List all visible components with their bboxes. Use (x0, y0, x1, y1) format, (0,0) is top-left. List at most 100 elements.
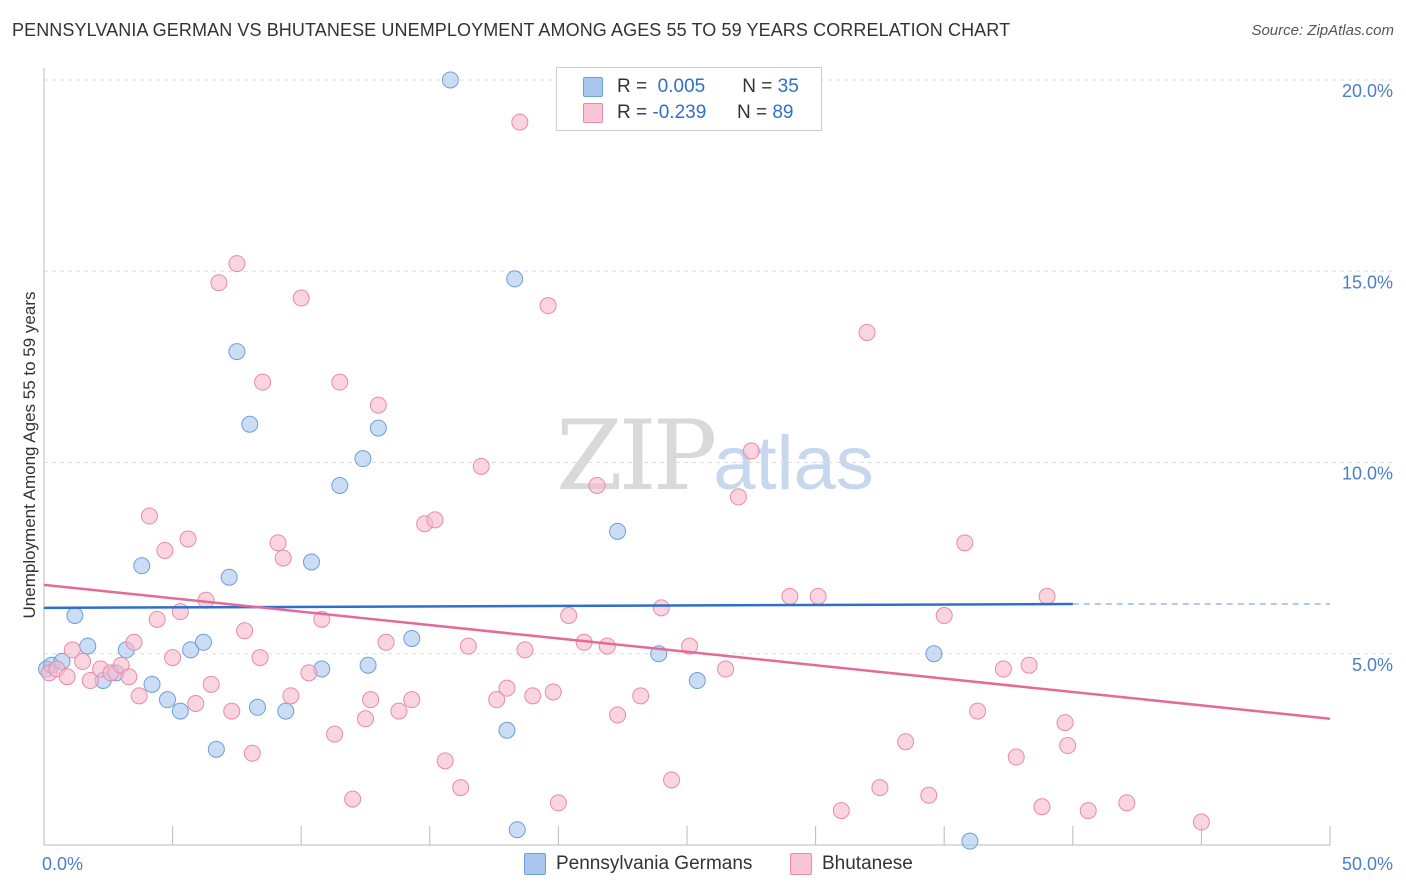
bhutanese-point (524, 687, 542, 705)
bottom-legend-label: Pennsylvania Germans (556, 853, 753, 874)
pennsylvania-germans-point (302, 553, 320, 571)
pennsylvania-germans-point (143, 675, 161, 693)
bhutanese-point (1056, 714, 1074, 732)
pennsylvania-germans-trendline (43, 602, 1073, 610)
pennsylvania-germans-point (331, 476, 349, 494)
bhutanese-point (459, 637, 477, 655)
bhutanese-point (377, 633, 395, 651)
bhutanese-point (632, 687, 650, 705)
bhutanese-trendline (43, 583, 1331, 721)
bhutanese-point (994, 660, 1012, 678)
legend-n-value: 35 (777, 76, 799, 97)
bhutanese-point (1192, 813, 1210, 831)
pennsylvania-germans-point (241, 415, 259, 433)
bhutanese-point (357, 710, 374, 728)
bhutanese-point (871, 779, 889, 797)
bhutanese-point (130, 687, 148, 705)
bhutanese-point (210, 274, 228, 292)
y-tick-label: 20.0% (1342, 81, 1393, 101)
bhutanese-point (511, 113, 529, 131)
bhutanese-point (1033, 798, 1051, 816)
bhutanese-point (539, 297, 557, 315)
pennsylvania-germans-point (277, 702, 295, 720)
bhutanese-point (187, 694, 205, 712)
pennsylvania-germans-point (498, 721, 516, 739)
pennsylvania-germans-point (66, 607, 84, 624)
bhutanese-point (331, 373, 349, 391)
bhutanese-point (472, 457, 490, 475)
pennsylvania-germans-point (228, 343, 246, 361)
bhutanese-point (956, 534, 974, 552)
bhutanese-point (1038, 587, 1056, 605)
bhutanese-point (897, 733, 915, 751)
bhutanese-point (729, 488, 747, 506)
legend-row-bhutanese: R = -0.239 N = 89 (583, 101, 793, 125)
pennsylvania-germans-point (925, 645, 943, 663)
pennsylvania-germans-point (359, 656, 377, 674)
legend-swatch-pink (583, 103, 603, 123)
bhutanese-point (254, 373, 272, 391)
bhutanese-point (681, 637, 699, 655)
bhutanese-point (544, 683, 562, 701)
bhutanese-point (1020, 656, 1038, 674)
pennsylvania-germans-point (369, 419, 387, 437)
bhutanese-point (202, 675, 220, 693)
legend-n-value: 89 (772, 102, 794, 123)
pennsylvania-germans-point (248, 698, 266, 716)
bottom-legend-pennsylvania-germans: Pennsylvania Germans (524, 852, 752, 876)
bhutanese-point (969, 702, 987, 720)
bhutanese-point (742, 442, 760, 460)
legend-n-label: N = (736, 102, 768, 123)
bhutanese-point (598, 637, 616, 655)
legend-swatch-blue (583, 77, 603, 97)
pennsylvania-germans-point (207, 740, 225, 758)
bhutanese-point (1007, 748, 1025, 766)
bhutanese-point (344, 790, 362, 808)
watermark: ZIPatlas (556, 400, 874, 512)
pennsylvania-germans-point (506, 270, 524, 288)
bhutanese-point (452, 779, 470, 797)
legend-r-label: R = (617, 76, 648, 97)
bhutanese-point (236, 622, 254, 640)
y-tick-label: 15.0% (1342, 272, 1393, 292)
pennsylvania-germans-point (441, 71, 459, 89)
y-tick-label: 10.0% (1342, 464, 1393, 484)
bhutanese-point (74, 652, 92, 670)
bhutanese-point (652, 599, 670, 617)
bhutanese-point (223, 702, 241, 720)
bhutanese-point (292, 289, 310, 307)
bhutanese-point (403, 691, 421, 709)
bhutanese-point (282, 687, 300, 705)
pennsylvania-germans-point (182, 641, 200, 659)
bhutanese-point (832, 802, 850, 820)
bhutanese-point (717, 660, 735, 678)
bhutanese-point (588, 476, 606, 494)
bhutanese-point (125, 633, 143, 651)
pennsylvania-germans-point (961, 832, 979, 850)
bhutanese-point (269, 534, 287, 552)
bhutanese-point (362, 691, 380, 709)
bhutanese-point (781, 587, 799, 605)
legend-row-pennsylvania-germans: R = 0.005 N = 35 (583, 75, 799, 99)
bhutanese-point (140, 507, 158, 525)
bhutanese-point (436, 752, 454, 770)
legend-n-label: N = (742, 76, 773, 97)
bhutanese-point (81, 672, 99, 690)
pennsylvania-germans-point (158, 691, 176, 709)
bhutanese-point (228, 255, 246, 273)
bhutanese-point (300, 664, 318, 682)
bottom-legend-label: Bhutanese (822, 853, 913, 874)
pennsylvania-germans-point (194, 633, 212, 651)
bhutanese-point (63, 641, 81, 659)
chart-title: PENNSYLVANIA GERMAN VS BHUTANESE UNEMPLO… (12, 20, 1011, 40)
watermark-zip: ZIP (556, 400, 717, 512)
y-tick-label: 5.0% (1352, 655, 1393, 675)
bhutanese-point (274, 549, 292, 567)
bhutanese-point (1079, 802, 1097, 820)
x-tick-label: 0.0% (42, 854, 83, 874)
bhutanese-point (488, 691, 506, 709)
bottom-legend-bhutanese: Bhutanese (790, 852, 913, 876)
pennsylvania-germans-point (609, 522, 627, 540)
correlation-legend: R = 0.005 N = 35 R = -0.239 N = 89 (556, 67, 822, 131)
